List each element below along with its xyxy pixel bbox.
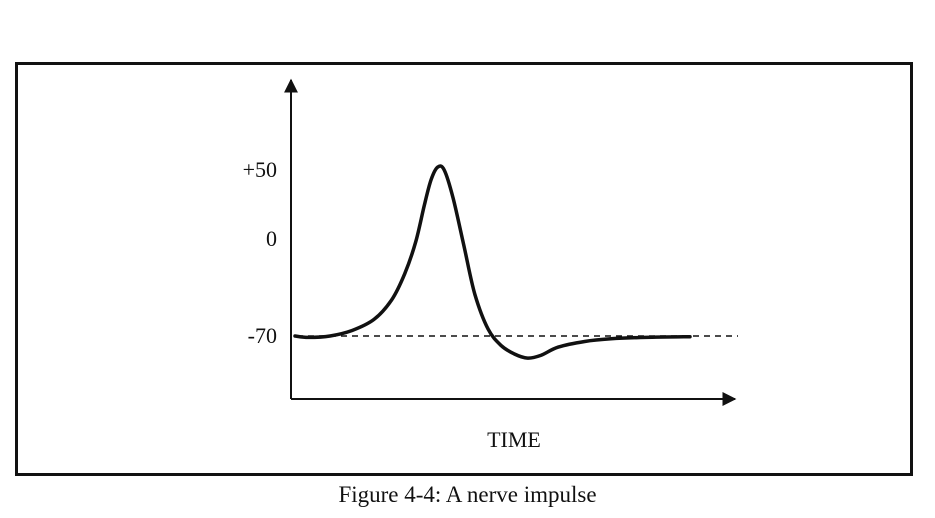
action-potential-curve [293, 164, 692, 360]
figure-caption: Figure 4-4: A nerve impulse [338, 482, 597, 507]
figure-frame [15, 62, 913, 476]
y-tick-label: 0 [266, 226, 277, 251]
x-axis-title: TIME [487, 427, 541, 452]
y-tick-labels: +50 0 -70 [243, 157, 277, 348]
y-tick-label: -70 [248, 323, 277, 348]
y-tick-label: +50 [243, 157, 277, 182]
